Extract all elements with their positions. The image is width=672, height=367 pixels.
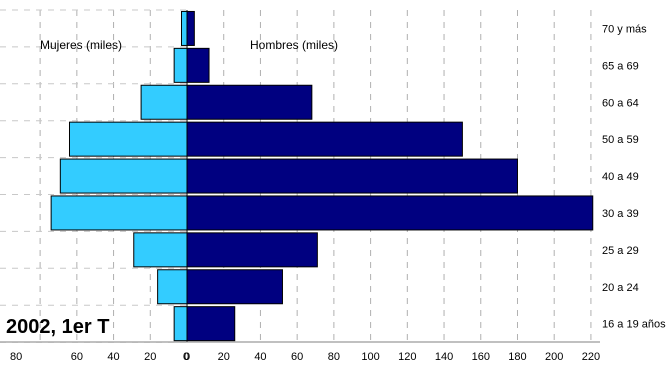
x-tick-label-16: 220 [582, 351, 600, 363]
category-label-1: 20 a 24 [602, 282, 639, 294]
bar-hombres-8 [186, 10, 195, 46]
bar-mujeres-5 [68, 121, 188, 157]
x-tick-label-2: 40 [107, 351, 119, 363]
x-tick-label-0: 80 [10, 351, 22, 363]
bar-hombres-6 [186, 84, 313, 120]
bar-mujeres-7 [173, 47, 188, 83]
category-label-0: 16 a 19 años [602, 319, 666, 331]
category-label-7: 65 a 69 [602, 60, 639, 72]
series-label-mujeres: Mujeres (miles) [40, 38, 122, 52]
category-label-4: 40 a 49 [602, 171, 639, 183]
x-tick-label-8: 60 [291, 351, 303, 363]
bar-mujeres-4 [59, 158, 188, 194]
x-tick-label-10: 100 [361, 351, 379, 363]
x-tick-label-7: 40 [254, 351, 266, 363]
x-tick-label-5: 0 [184, 351, 190, 363]
x-tick-label-12: 140 [435, 351, 453, 363]
x-tick-label-15: 200 [545, 351, 563, 363]
x-tick-label-9: 80 [328, 351, 340, 363]
bar-hombres-4 [186, 158, 518, 194]
category-label-5: 50 a 59 [602, 134, 639, 146]
bar-hombres-1 [186, 269, 283, 305]
x-tick-labels: 80 60 40 20 00 20 40 60 80 100 120 140 160 180 200 220 [10, 351, 600, 363]
category-label-8: 70 y más [602, 23, 647, 35]
bar-mujeres-2 [133, 232, 188, 268]
x-tick-label-13: 160 [472, 351, 490, 363]
category-label-3: 30 a 39 [602, 208, 639, 220]
bar-mujeres-8 [180, 10, 188, 46]
x-tick-label-6: 20 [218, 351, 230, 363]
x-tick-label-4: 0 [183, 351, 189, 363]
bar-hombres-3 [186, 195, 594, 231]
category-label-2: 25 a 29 [602, 245, 639, 257]
x-tick-label-11: 120 [398, 351, 416, 363]
bar-hombres-5 [186, 121, 463, 157]
bar-mujeres-0 [173, 306, 188, 342]
series-label-hombres: Hombres (miles) [250, 38, 338, 52]
bar-hombres-7 [186, 47, 210, 83]
bar-mujeres-6 [140, 84, 188, 120]
bars [50, 10, 594, 342]
bar-mujeres-1 [157, 269, 188, 305]
category-labels: 16 a 19 años 20 a 24 25 a 29 30 a 39 40 a 49… [602, 23, 666, 330]
x-tick-label-14: 180 [508, 351, 526, 363]
bar-hombres-0 [186, 306, 236, 342]
annotation-year: 2002, 1er T [6, 316, 109, 338]
x-tick-label-1: 60 [71, 351, 83, 363]
bar-hombres-2 [186, 232, 318, 268]
x-tick-label-3: 20 [144, 351, 156, 363]
bar-mujeres-3 [50, 195, 188, 231]
category-label-6: 60 a 64 [602, 97, 639, 109]
